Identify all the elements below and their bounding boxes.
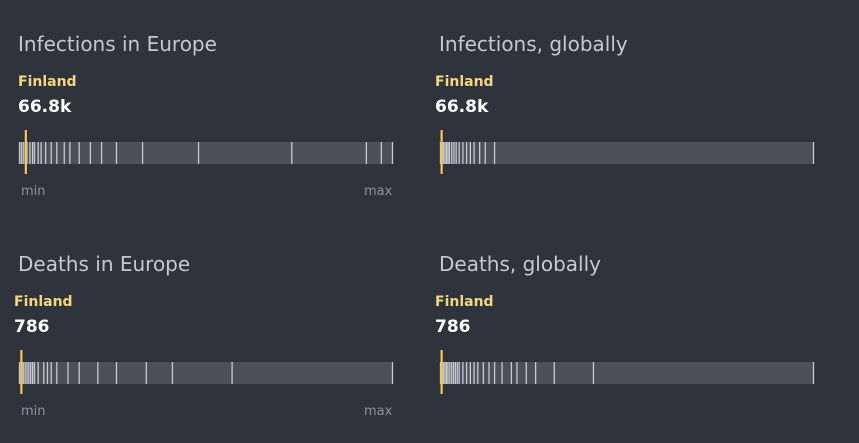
axis-min-label: min bbox=[21, 184, 46, 199]
panel-infections-global: Infections, globally Finland 66.8k bbox=[435, 0, 839, 200]
strip-track bbox=[440, 142, 814, 164]
axis-min-label: min bbox=[21, 404, 46, 419]
highlight-value-label: 786 bbox=[14, 317, 50, 337]
strip-track bbox=[19, 142, 393, 164]
strip-track bbox=[440, 362, 814, 384]
highlight-value-label: 66.8k bbox=[435, 97, 489, 117]
strip-plot bbox=[18, 350, 394, 394]
highlight-value-label: 786 bbox=[435, 317, 471, 337]
axis-max-label: max bbox=[364, 404, 393, 419]
strip-plot bbox=[18, 130, 394, 174]
highlight-value-label: 66.8k bbox=[18, 97, 72, 117]
chart-title: Infections in Europe bbox=[18, 32, 217, 56]
highlight-country-label: Finland bbox=[14, 294, 73, 310]
chart-title: Infections, globally bbox=[439, 32, 628, 56]
highlight-country-label: Finland bbox=[435, 74, 494, 90]
strip-plot bbox=[439, 130, 815, 174]
panel-infections-europe: Infections in Europe Finland 66.8k min m… bbox=[18, 0, 418, 200]
strip-plot bbox=[439, 350, 815, 394]
strip-track bbox=[19, 362, 393, 384]
highlight-country-label: Finland bbox=[18, 74, 77, 90]
axis-max-label: max bbox=[364, 184, 393, 199]
panel-deaths-global: Deaths, globally Finland 786 bbox=[435, 220, 839, 420]
chart-title: Deaths, globally bbox=[439, 252, 602, 276]
panel-deaths-europe: Deaths in Europe Finland 786 min max bbox=[14, 220, 418, 420]
highlight-country-label: Finland bbox=[435, 294, 494, 310]
chart-title: Deaths in Europe bbox=[18, 252, 191, 276]
